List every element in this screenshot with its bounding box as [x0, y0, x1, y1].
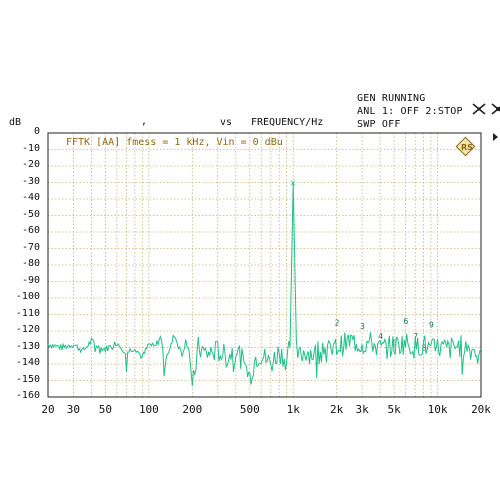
y-tick-label: -90: [21, 274, 40, 286]
y-tick-label: -20: [21, 159, 40, 170]
status-analyzer: ANL 1: OFF 2:STOP: [357, 106, 463, 117]
harmonic-marker-label: 6: [404, 317, 409, 326]
y-tick-label: -110: [15, 307, 40, 319]
harmonic-marker: 4: [378, 332, 383, 341]
y-tick-label: -140: [15, 357, 40, 368]
status-sweep: SWP OFF: [357, 119, 401, 130]
harmonic-marker: 5: [392, 339, 397, 348]
y-tick-label: -70: [21, 241, 40, 253]
x-tick-label: 3k: [355, 403, 369, 416]
x-tick-label: 2k: [330, 403, 344, 416]
harmonic-marker-label: 2: [335, 319, 340, 328]
rohde-schwarz-logo-icon: RS: [455, 136, 476, 157]
harmonic-marker: 7: [413, 332, 418, 341]
harmonic-marker-label: 3: [360, 322, 365, 331]
y-tick-label: -50: [21, 208, 40, 220]
y-tick-label: 0: [33, 126, 40, 137]
y-tick-label: -150: [15, 373, 40, 385]
y-tick-label: -160: [15, 390, 40, 401]
x-tick-label: 500: [239, 403, 260, 416]
y-tick-label: -80: [21, 258, 40, 269]
x-tick-label: 100: [138, 403, 159, 416]
chart-grid: [47, 132, 482, 398]
harmonic-marker: 8: [422, 343, 427, 352]
y-tick-label: -60: [21, 225, 40, 236]
harmonic-marker-label: 7: [413, 332, 418, 341]
y-axis-unit: dB: [9, 117, 22, 128]
spectrum-trace: [47, 182, 482, 386]
y-tick-label: -130: [15, 340, 40, 352]
header-vs: vs: [220, 117, 233, 128]
y-tick-label: -10: [21, 142, 40, 154]
harmonic-marker-label: 5: [392, 339, 397, 348]
svg-text:RS: RS: [461, 143, 473, 152]
harmonic-marker: 9: [429, 320, 434, 329]
y-tick-label: -100: [15, 291, 40, 302]
status-generator: GEN RUNNING: [357, 93, 426, 104]
y-tick-label: -30: [21, 175, 40, 187]
chart-frame: [47, 132, 482, 398]
chart-title: FFTK [AA] fmess = 1 kHz, Vin = 0 dBu: [66, 137, 283, 148]
printer-icon[interactable]: [478, 90, 500, 118]
harmonic-marker: 3: [360, 322, 365, 331]
header-comma: ,: [141, 116, 148, 127]
x-tick-label: 20: [41, 403, 55, 416]
harmonic-marker-label: 4: [378, 332, 383, 341]
x-tick-label: 1k: [286, 403, 300, 416]
x-tick-label: 5k: [387, 403, 401, 416]
x-tick-label: 200: [182, 403, 203, 416]
cursor-marker-icon[interactable]: [493, 133, 498, 141]
harmonic-marker: 2: [335, 319, 340, 328]
x-tick-label: 50: [98, 403, 113, 416]
harmonic-marker-label: 9: [429, 320, 434, 329]
x-tick-label: 10k: [427, 403, 448, 416]
harmonic-marker-label: 8: [422, 343, 427, 352]
x-tick-label: 30: [66, 403, 81, 416]
y-tick-label: -40: [21, 192, 40, 203]
y-tick-label: -120: [15, 324, 40, 335]
harmonic-marker: 6: [404, 317, 409, 326]
x-tick-label: 20k: [471, 403, 491, 416]
remote-icon[interactable]: [459, 90, 486, 118]
x-axis-label: FREQUENCY/Hz: [251, 117, 324, 128]
